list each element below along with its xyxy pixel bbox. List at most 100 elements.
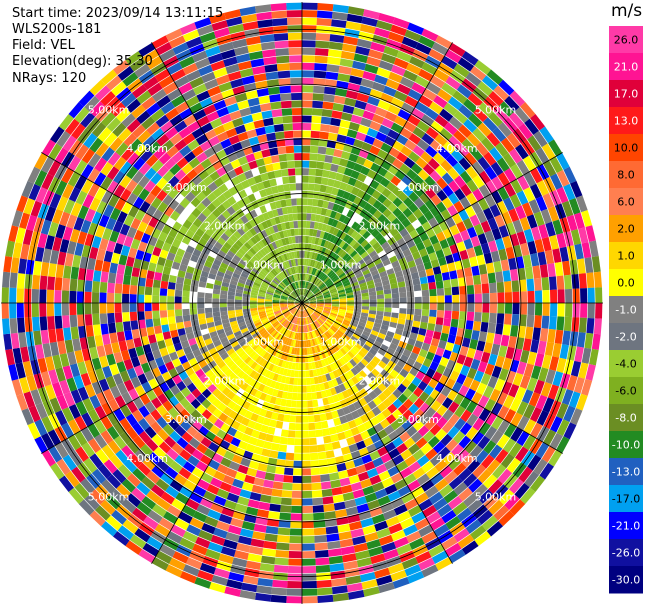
range-gate [302, 17, 317, 25]
range-gate [240, 215, 249, 224]
range-gate [275, 420, 284, 429]
range-gate [315, 33, 331, 42]
range-gate [366, 443, 377, 454]
range-gate [402, 330, 411, 338]
range-gate [46, 303, 55, 317]
range-gate [217, 382, 227, 393]
range-gate [226, 206, 236, 216]
range-gate [337, 287, 345, 292]
range-gate [378, 470, 391, 482]
range-gate [409, 332, 418, 341]
range-gate [107, 180, 119, 194]
range-gate [350, 230, 359, 239]
range-gate [387, 272, 396, 280]
range-gate [265, 297, 273, 300]
range-gate [421, 28, 439, 42]
range-gate [200, 270, 209, 278]
range-gate [549, 303, 558, 317]
range-gate [375, 336, 384, 344]
range-gate [130, 238, 141, 250]
range-gate [247, 419, 257, 429]
range-gate [473, 349, 484, 361]
range-gate [250, 58, 265, 68]
range-gate [106, 353, 116, 366]
range-gate [232, 242, 241, 251]
range-gate [242, 400, 251, 410]
range-gate [131, 487, 146, 502]
range-gate [328, 251, 335, 259]
range-gate [293, 453, 302, 461]
range-gate [236, 218, 245, 227]
range-gate [269, 201, 277, 210]
range-gate [317, 281, 323, 288]
range-gate [84, 383, 96, 398]
range-gate [253, 333, 262, 341]
range-gate [289, 415, 297, 423]
range-gate [106, 303, 115, 314]
range-gate [307, 400, 313, 408]
range-gate [318, 352, 324, 360]
range-gate [224, 9, 241, 20]
range-gate [110, 385, 121, 399]
range-gate [55, 180, 68, 196]
range-gate [338, 310, 346, 315]
range-gate [508, 335, 517, 349]
range-gate [285, 145, 295, 154]
range-gate [340, 446, 351, 456]
range-gate [246, 250, 255, 258]
range-gate [254, 321, 262, 327]
range-gate [376, 20, 393, 32]
range-gate [332, 334, 339, 342]
range-gate [587, 303, 595, 319]
range-gate [151, 228, 162, 239]
range-gate [374, 520, 389, 532]
range-gate [327, 396, 335, 405]
range-gate [204, 297, 212, 303]
range-gate [280, 429, 289, 438]
range-gate [327, 548, 342, 557]
range-gate [286, 392, 293, 400]
range-gate [61, 422, 74, 439]
range-gate [152, 295, 160, 303]
range-gate [288, 252, 293, 260]
range-gate [162, 266, 172, 275]
range-gate [179, 197, 191, 209]
range-gate [168, 395, 180, 407]
range-gate [432, 242, 442, 252]
range-gate [222, 120, 235, 132]
range-gate [329, 243, 336, 251]
range-gate [377, 582, 395, 594]
range-gate [112, 373, 124, 386]
range-gate [107, 282, 115, 294]
range-gate [369, 88, 383, 100]
range-gate [302, 588, 318, 596]
range-gate [380, 227, 390, 237]
range-gate [581, 210, 593, 228]
start-time-label: Start time: 2023/09/14 13:11:15 [12, 6, 224, 21]
range-gate [385, 38, 402, 51]
range-gate [204, 129, 217, 141]
range-gate [181, 505, 197, 518]
range-gate [355, 272, 364, 279]
range-gate [275, 366, 282, 374]
range-gate [353, 433, 363, 443]
range-gate [295, 301, 302, 303]
range-gate [212, 303, 220, 308]
range-gate [328, 328, 336, 335]
range-gate [342, 104, 355, 115]
range-gate [361, 454, 373, 465]
range-gate [314, 329, 319, 337]
range-gate [117, 525, 134, 540]
range-gate [278, 78, 291, 86]
range-gate [355, 156, 367, 166]
range-gate [277, 146, 287, 155]
range-gate [488, 111, 503, 127]
range-gate [407, 297, 415, 303]
range-gate [172, 551, 189, 564]
range-gate [266, 253, 274, 261]
range-gate [305, 281, 308, 289]
range-gate [339, 347, 347, 356]
range-gate [332, 361, 340, 370]
range-gate [578, 317, 587, 333]
range-gate [373, 156, 385, 167]
